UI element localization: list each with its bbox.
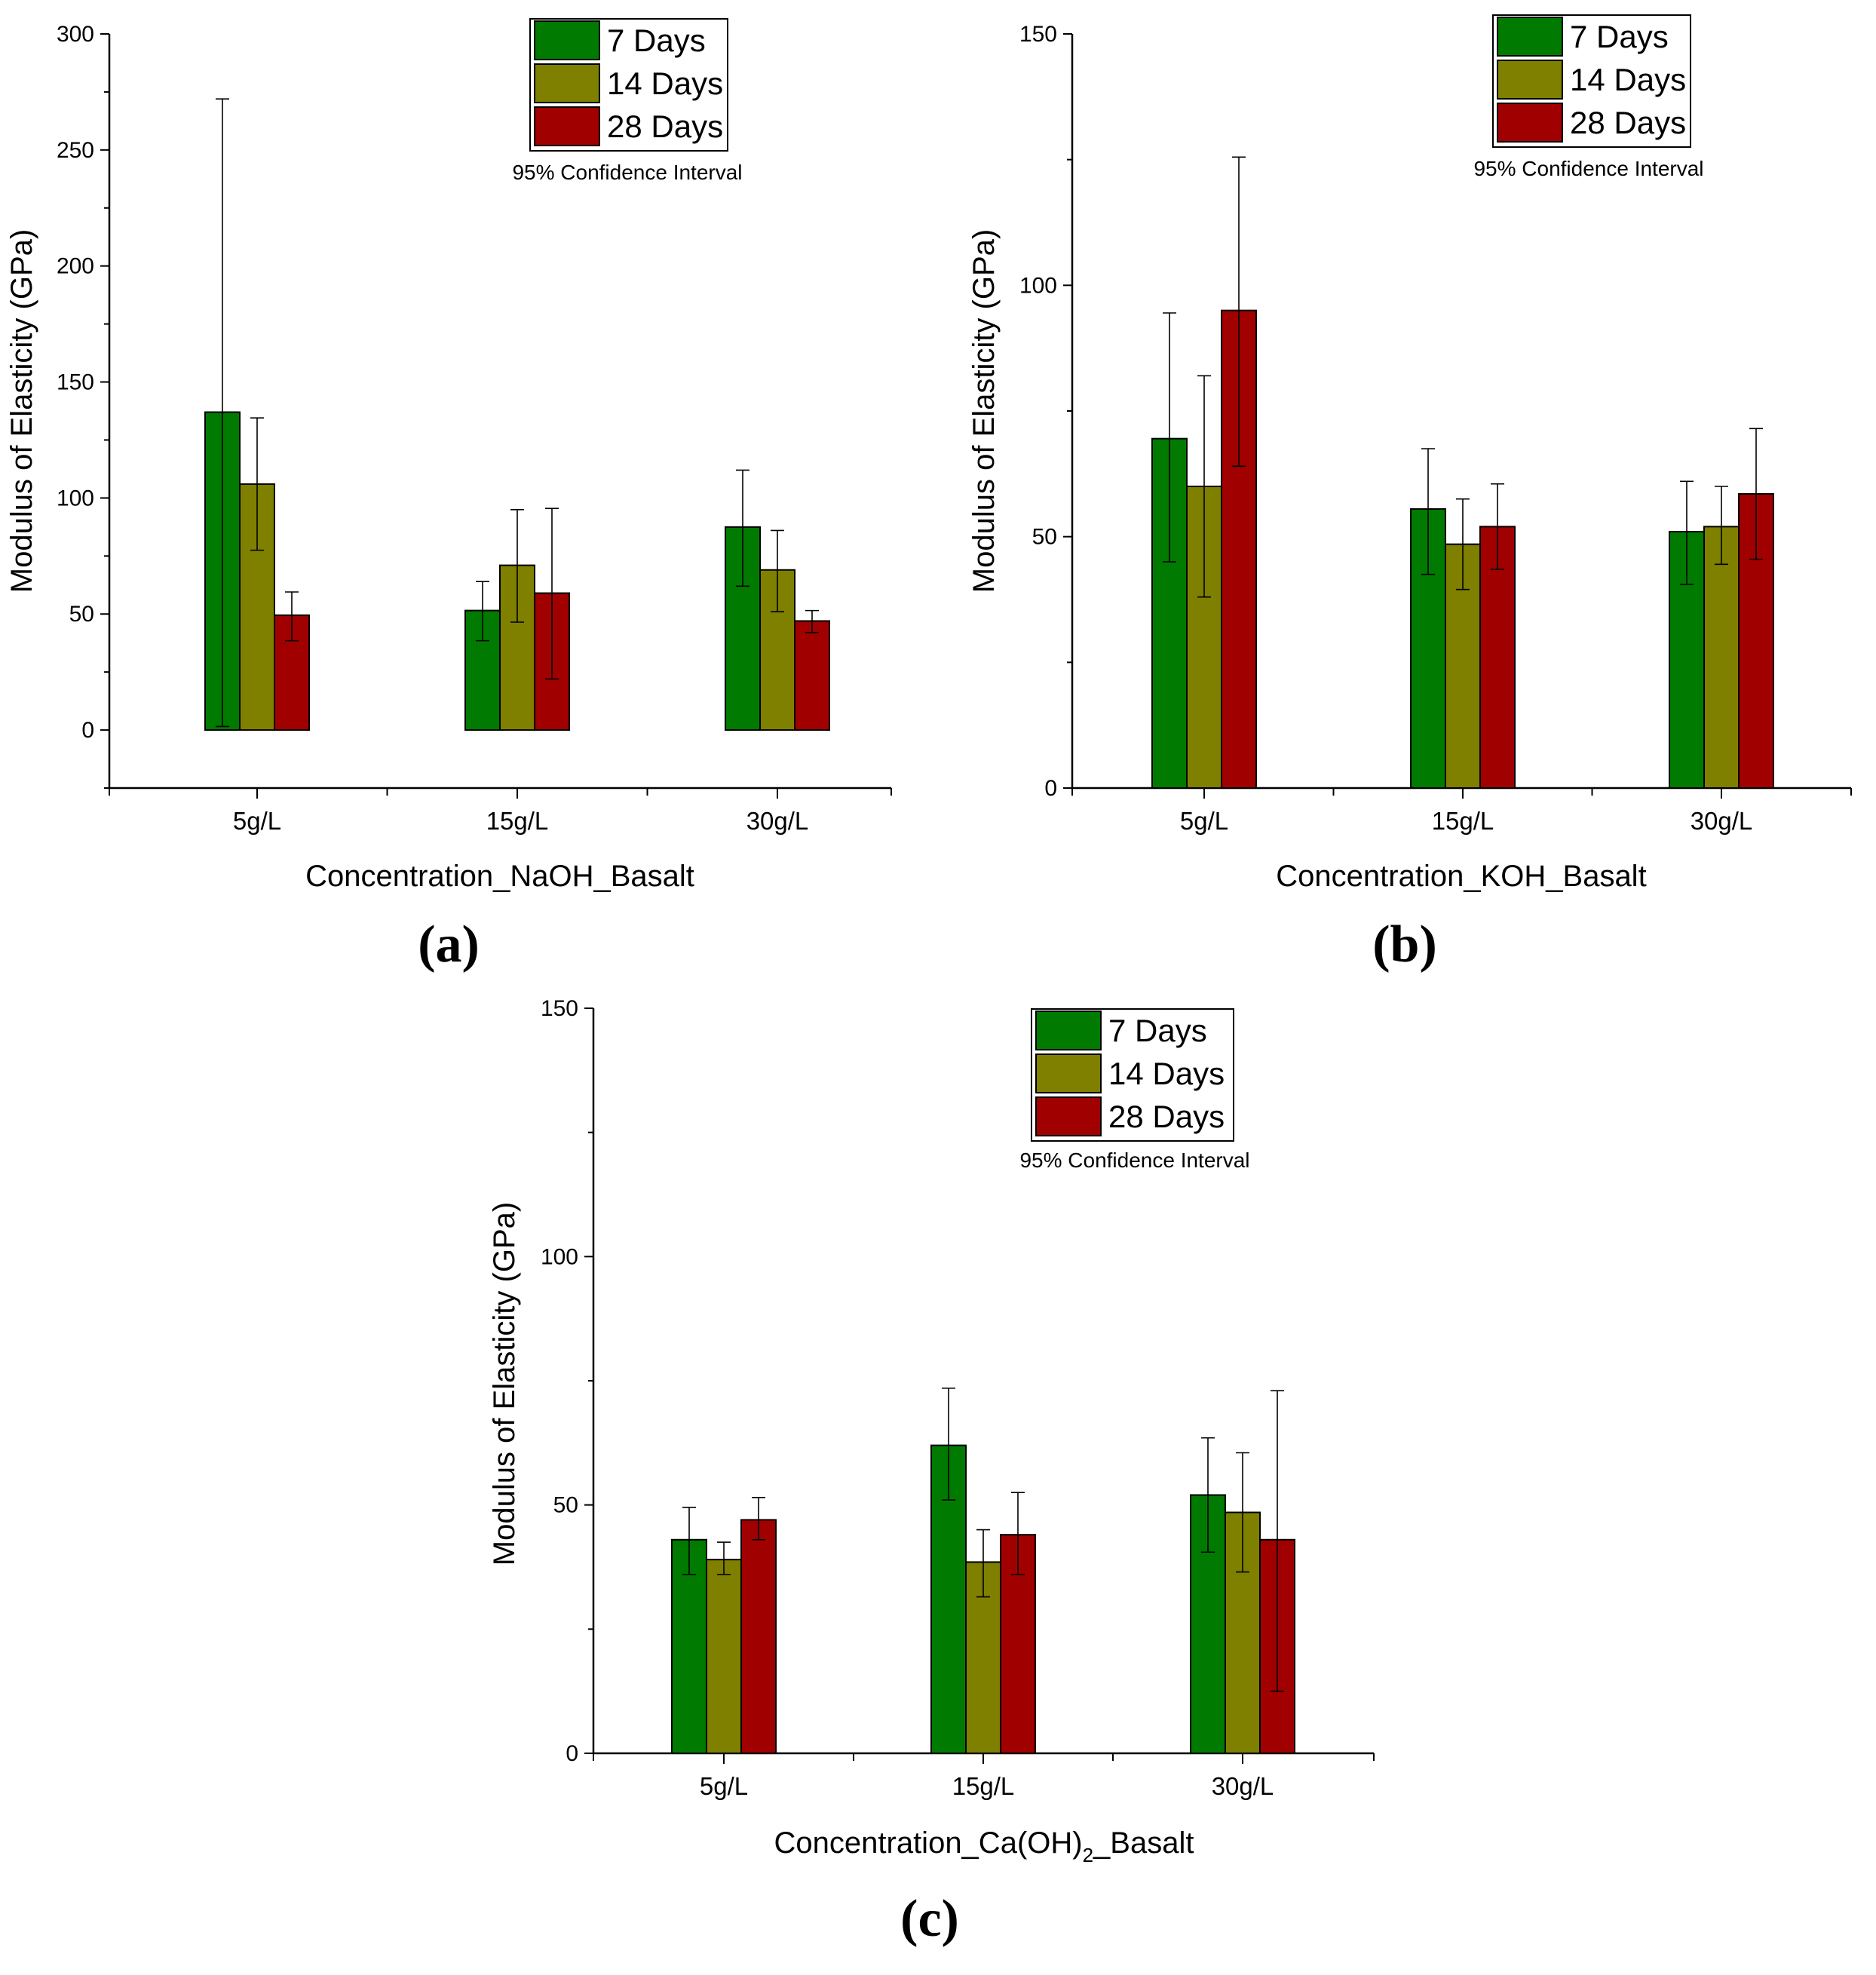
legend-swatch <box>1035 1096 1102 1136</box>
x-category-label: 5g/L <box>233 807 281 835</box>
x-category-label: 30g/L <box>1691 807 1753 835</box>
legend-entry-label: 7 Days <box>1570 19 1669 54</box>
y-tick-label: 100 <box>57 486 94 511</box>
y-tick-label: 100 <box>541 1244 578 1269</box>
legend-swatch <box>1497 17 1563 57</box>
y-tick-label: 0 <box>1044 776 1057 801</box>
y-tick-label: 0 <box>81 718 94 743</box>
legend-swatch <box>534 20 600 60</box>
confidence-interval-note: 95% Confidence Interval <box>1019 1149 1249 1172</box>
legend-entry-label: 14 Days <box>1108 1056 1225 1091</box>
legend-swatch <box>534 106 600 146</box>
legend-entry-label: 14 Days <box>607 66 723 101</box>
chart-panel-b: 0 50 100 150 5g/L 15g/L 30g/L Modulus of Elasti… <box>967 14 1852 974</box>
panel-label: (b) <box>1372 915 1437 974</box>
x-category-label: 15g/L <box>486 807 549 835</box>
y-axis-title: Modulus of Elasticity (GPa) <box>488 1202 521 1566</box>
legend-swatch <box>534 63 600 103</box>
x-axis-title: Concentration_KOH_Basalt <box>1276 860 1646 893</box>
legend-entry-label: 28 Days <box>1108 1099 1225 1134</box>
confidence-interval-note: 95% Confidence Interval <box>1473 157 1703 180</box>
chart-panel-a: 0 50 100 150 200 250 300 5g/L 15g/L 30g/L Modulus … <box>5 18 892 974</box>
legend-entry-label: 7 Days <box>607 23 706 58</box>
legend-swatch <box>1035 1011 1102 1050</box>
legend-entry-label: 7 Days <box>1108 1013 1207 1048</box>
panel-label: (c) <box>900 1890 959 1948</box>
confidence-interval-note: 95% Confidence Interval <box>512 161 742 184</box>
legend: 7 Days 14 Days 28 Days 95% Confidence Inter… <box>1019 1008 1250 1172</box>
bar-28-days-30g-L <box>794 620 830 731</box>
x-category-label: 30g/L <box>1212 1772 1274 1800</box>
y-tick-label: 300 <box>57 22 94 47</box>
y-tick-label: 100 <box>1019 273 1057 298</box>
x-axis-title: Concentration_Ca(OH)2_Basalt <box>774 1826 1194 1866</box>
bar-14-days-30g-L <box>1703 526 1740 789</box>
y-tick-label: 150 <box>541 996 578 1021</box>
legend: 7 Days 14 Days 28 Days 95% Confidence Inter… <box>512 18 743 184</box>
legend-swatch <box>1497 60 1563 100</box>
legend-swatch <box>1497 103 1563 143</box>
y-tick-label: 50 <box>553 1493 578 1518</box>
y-tick-label: 150 <box>57 370 94 395</box>
x-category-label: 15g/L <box>1432 807 1494 835</box>
bar-28-days-5g-L <box>740 1519 777 1754</box>
y-tick-label: 50 <box>69 602 94 627</box>
y-axis-title: Modulus of Elasticity (GPa) <box>967 229 1001 593</box>
bar-14-days-5g-L <box>706 1559 742 1755</box>
legend-entry-label: 28 Days <box>1570 105 1686 140</box>
x-category-label: 5g/L <box>1180 807 1228 835</box>
legend: 7 Days 14 Days 28 Days 95% Confidence Inter… <box>1473 14 1704 180</box>
x-category-label: 30g/L <box>746 807 809 835</box>
y-tick-label: 150 <box>1019 22 1057 47</box>
chart-panel-c: 0 50 100 150 5g/L 15g/L 30g/L Modulus of Elasti… <box>488 996 1375 1948</box>
y-axis-title: Modulus of Elasticity (GPa) <box>5 229 38 593</box>
y-tick-label: 200 <box>57 254 94 279</box>
x-category-label: 15g/L <box>952 1772 1015 1800</box>
y-tick-label: 250 <box>57 138 94 163</box>
legend-entry-label: 28 Days <box>607 109 723 144</box>
bar-28-days-15g-L <box>1479 526 1516 789</box>
x-axis-title: Concentration_NaOH_Basalt <box>305 860 694 893</box>
panel-label: (a) <box>418 915 480 974</box>
x-category-label: 5g/L <box>700 1772 748 1800</box>
y-tick-label: 50 <box>1032 525 1057 550</box>
legend-swatch <box>1035 1053 1102 1093</box>
legend-entry-label: 14 Days <box>1570 62 1686 97</box>
y-tick-label: 0 <box>566 1741 578 1766</box>
